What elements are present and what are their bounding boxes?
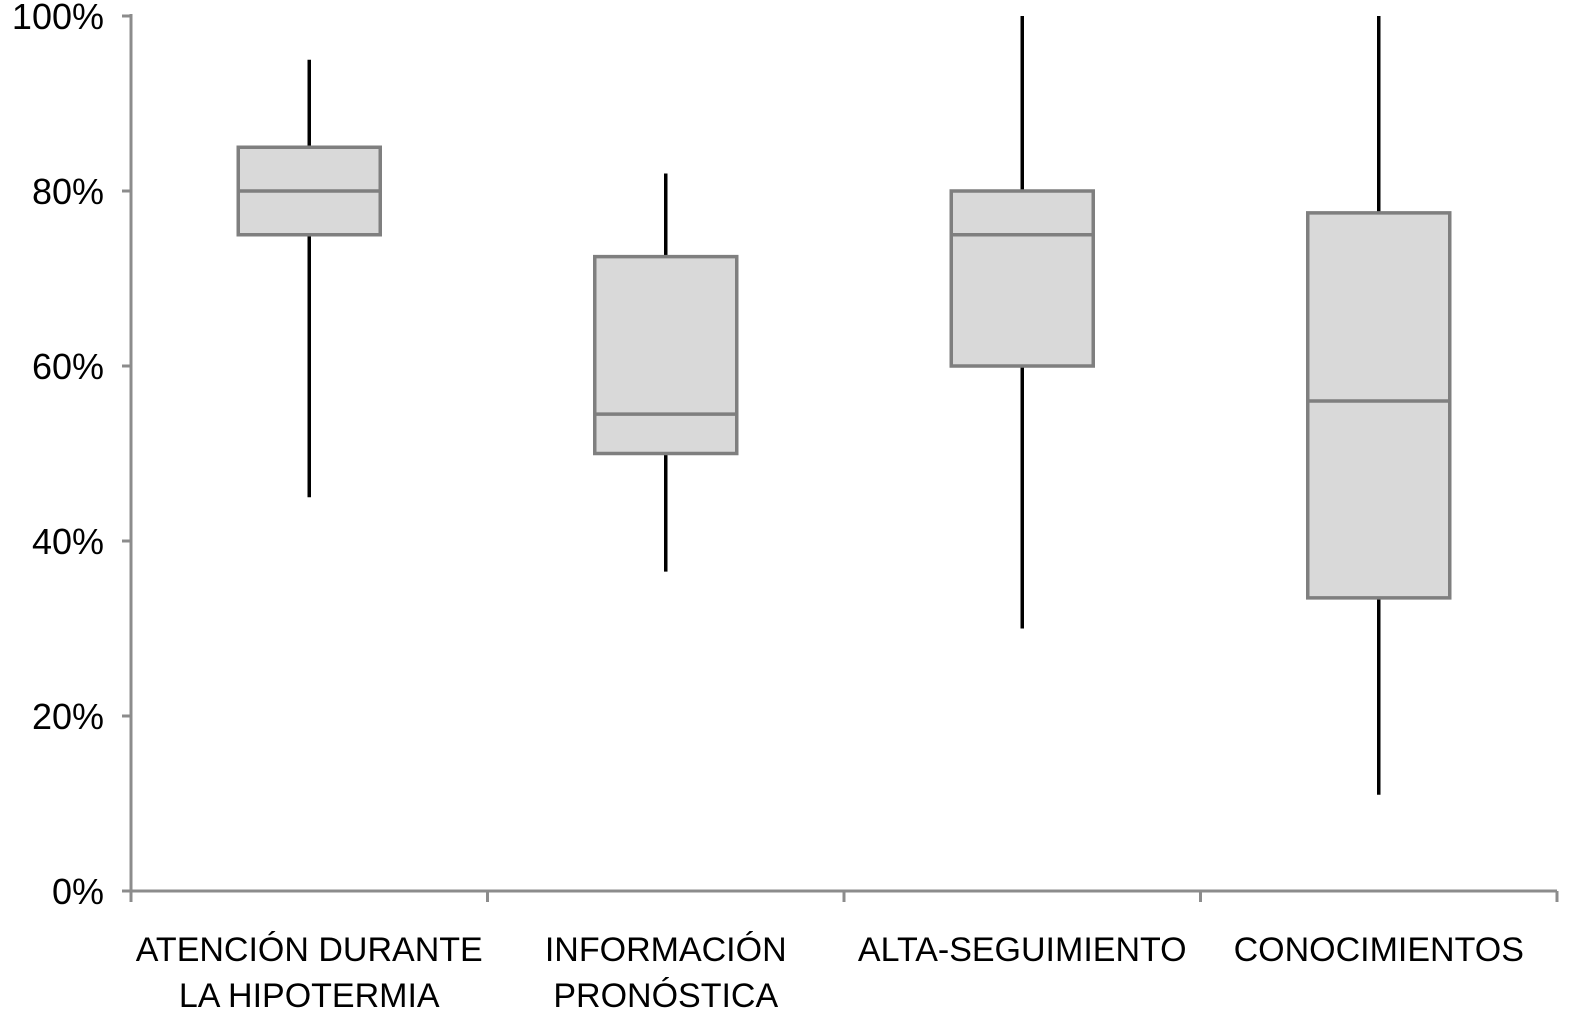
y-tick-label: 20% xyxy=(32,696,104,737)
box-iqr xyxy=(1306,211,1452,600)
x-category-label: ALTA-SEGUIMIENTO xyxy=(858,931,1187,969)
y-tick-label: 100% xyxy=(12,0,104,37)
x-category-label: INFORMACIÓN xyxy=(545,931,787,969)
y-tick-label: 40% xyxy=(32,521,104,562)
x-category-label: CONOCIMIENTOS xyxy=(1234,931,1524,969)
y-tick-label: 0% xyxy=(52,871,104,912)
x-category-label: LA HIPOTERMIA xyxy=(179,977,440,1015)
whiskers xyxy=(307,16,1381,795)
box-iqr xyxy=(593,254,739,456)
x-category-label: ATENCIÓN DURANTE xyxy=(136,931,483,969)
axes xyxy=(122,14,1559,902)
box-iqr xyxy=(949,189,1095,368)
x-category-label: PRONÓSTICA xyxy=(553,977,778,1015)
axis-labels: 0% 20% 40% 60% 80% 100% ATENCIÓN DURANTE LA HIP… xyxy=(12,0,1524,1015)
y-tick-label: 80% xyxy=(32,171,104,212)
boxes xyxy=(236,145,1452,600)
y-tick-label: 60% xyxy=(32,346,104,387)
